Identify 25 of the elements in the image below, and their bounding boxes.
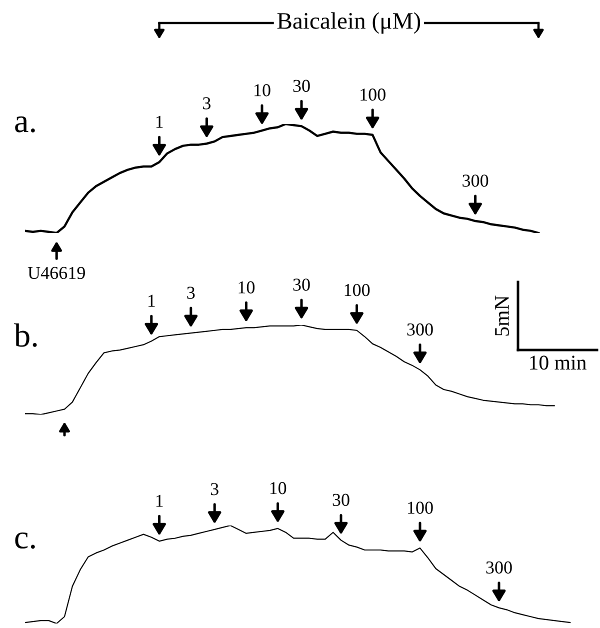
annotation: 10 [254, 84, 270, 96]
annotation: 100 [360, 88, 386, 101]
annotation: 300 [486, 561, 512, 574]
annotation: 3 [210, 483, 218, 496]
annotation: 30 [293, 278, 310, 291]
annotation: 300 [462, 174, 488, 187]
annotation: 10 [238, 281, 255, 294]
annotation: 1 [156, 494, 163, 507]
annotation: c. [15, 532, 35, 549]
annotation: 100 [344, 284, 370, 296]
annotation: 10 [270, 482, 286, 494]
annotation: U46619 [28, 266, 85, 280]
annotation: 1 [148, 294, 155, 307]
annotation: 100 [408, 502, 433, 514]
annotation: 10 min [530, 356, 586, 370]
annotation: 5mN [495, 296, 509, 336]
annotation: 30 [332, 494, 350, 506]
annotation: 3 [187, 286, 195, 299]
annotation: 1 [156, 116, 163, 128]
annotation: a. [15, 116, 35, 132]
annotation: 300 [407, 323, 433, 336]
annotation: 30 [293, 80, 310, 92]
annotation: 3 [203, 97, 211, 110]
annotation: b. [14, 323, 37, 347]
chart-title: Baicalein (μM) [277, 12, 420, 34]
